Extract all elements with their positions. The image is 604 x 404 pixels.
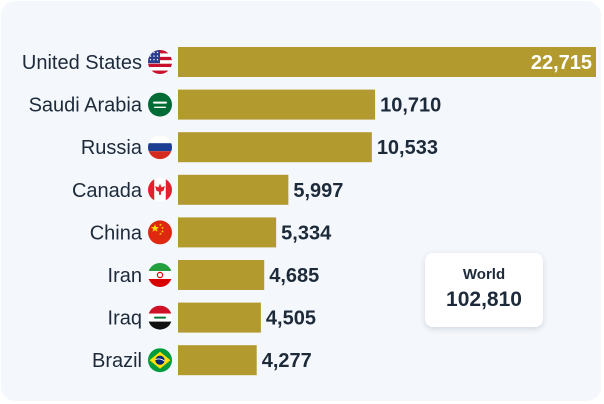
bar-row: Canada 5,997 (72, 174, 343, 205)
china-flag-icon (148, 220, 172, 245)
iraq-flag-icon (148, 305, 172, 330)
bar (178, 217, 277, 248)
bar-row: Iran 4,685 (108, 260, 319, 290)
bar-row: Brazil 4,277 (92, 345, 312, 376)
bar-row: United States 22,715 (22, 47, 596, 77)
bar (178, 174, 289, 205)
bar-row: Russia 10,533 (81, 132, 438, 163)
value-label: 4,685 (269, 265, 319, 287)
bar (178, 260, 265, 290)
world-total-value: 102,810 (446, 288, 522, 311)
brazil-flag-icon (148, 348, 172, 373)
value-label: 10,710 (380, 95, 441, 117)
value-label: 22,715 (531, 52, 592, 74)
bar (178, 345, 257, 376)
category-label: Iraq (108, 308, 142, 330)
bar (178, 132, 372, 163)
bar (178, 89, 376, 120)
iran-flag-icon (148, 263, 172, 287)
category-label: China (90, 222, 143, 244)
category-label: Canada (72, 180, 143, 202)
value-label: 10,533 (377, 137, 438, 159)
category-label: Brazil (92, 350, 142, 372)
category-label: Iran (108, 265, 142, 287)
russia-flag-icon (148, 135, 172, 160)
value-label: 4,505 (266, 308, 316, 330)
canada-flag-icon (148, 177, 172, 202)
bar-row: Saudi Arabia 10,710 (29, 89, 441, 120)
value-label: 4,277 (262, 350, 312, 372)
bar (178, 47, 596, 77)
value-label: 5,997 (293, 180, 343, 202)
world-total-label: World (462, 266, 506, 283)
category-label: United States (22, 52, 142, 74)
category-label: Russia (81, 137, 143, 159)
value-label: 5,334 (281, 222, 332, 244)
bar (178, 302, 261, 333)
bar-row: Iraq 4,505 (108, 302, 316, 333)
category-label: Saudi Arabia (29, 95, 143, 117)
bar-row: China 5,334 (90, 217, 332, 248)
us-flag-icon (148, 50, 172, 74)
world-total-box: World 102,810 (425, 253, 543, 327)
saudi-arabia-flag-icon (148, 92, 172, 117)
